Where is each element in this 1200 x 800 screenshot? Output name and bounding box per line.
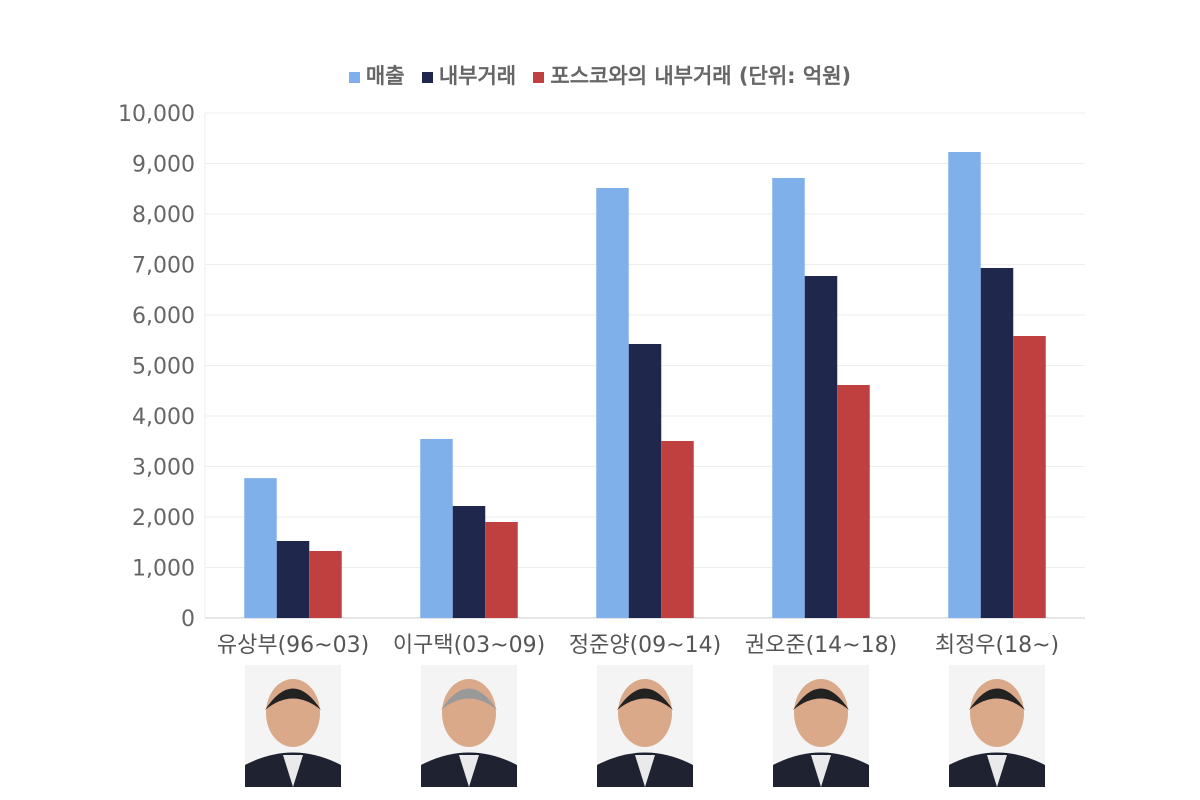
bar <box>276 540 310 618</box>
y-tick-label: 3,000 <box>132 456 195 481</box>
bar <box>628 343 662 618</box>
bar <box>309 550 342 618</box>
portrait-shirt <box>459 755 479 787</box>
legend-swatch <box>533 71 545 83</box>
y-tick-label: 8,000 <box>132 203 195 228</box>
x-tick-label: 이구택(03~09) <box>393 633 545 658</box>
portrait-shirt <box>635 755 655 787</box>
y-tick-label: 0 <box>181 607 195 632</box>
bar <box>485 521 518 618</box>
portrait-hair <box>617 688 673 710</box>
portrait-hair <box>793 688 849 710</box>
portrait-shirt <box>987 755 1007 787</box>
x-tick-label: 유상부(96~03) <box>217 633 369 658</box>
legend-label: 포스코와의 내부거래 (단위: 억원) <box>550 64 852 88</box>
y-tick-label: 6,000 <box>132 304 195 329</box>
y-tick-label: 2,000 <box>132 506 195 531</box>
bar <box>661 440 694 618</box>
legend-label: 내부거래 <box>438 64 517 88</box>
x-tick-label: 최정우(18~) <box>935 633 1059 658</box>
bar <box>772 177 805 618</box>
legend-swatch <box>348 71 360 83</box>
bar <box>452 505 486 618</box>
y-tick-label: 10,000 <box>118 102 195 127</box>
legend-item-sales: 매출 <box>348 64 405 88</box>
bar <box>948 151 981 618</box>
bar <box>837 384 870 618</box>
portrait-hair <box>441 688 497 710</box>
legend-item-internal: 내부거래 <box>421 64 517 88</box>
legend-item-posco: 포스코와의 내부거래 (단위: 억원) <box>533 64 851 88</box>
y-tick-label: 5,000 <box>132 355 195 380</box>
y-tick-label: 7,000 <box>132 254 195 279</box>
legend: 매출 내부거래 포스코와의 내부거래 (단위: 억원) <box>0 60 1200 90</box>
y-tick-label: 1,000 <box>132 557 195 582</box>
y-tick-label: 4,000 <box>132 405 195 430</box>
y-tick-label: 9,000 <box>132 153 195 178</box>
bar <box>980 267 1014 618</box>
bar <box>596 187 629 618</box>
portrait-shirt <box>283 755 303 787</box>
legend-label: 매출 <box>365 64 405 88</box>
bar <box>1013 336 1046 618</box>
bar <box>804 276 838 618</box>
portrait-shirt <box>811 755 831 787</box>
legend-swatch <box>421 71 433 83</box>
x-tick-label: 정준양(09~14) <box>569 633 721 658</box>
bar <box>420 438 453 618</box>
portrait-hair <box>265 688 321 710</box>
bar <box>244 478 277 618</box>
x-tick-label: 권오준(14~18) <box>745 633 897 658</box>
portrait-hair <box>969 688 1025 710</box>
